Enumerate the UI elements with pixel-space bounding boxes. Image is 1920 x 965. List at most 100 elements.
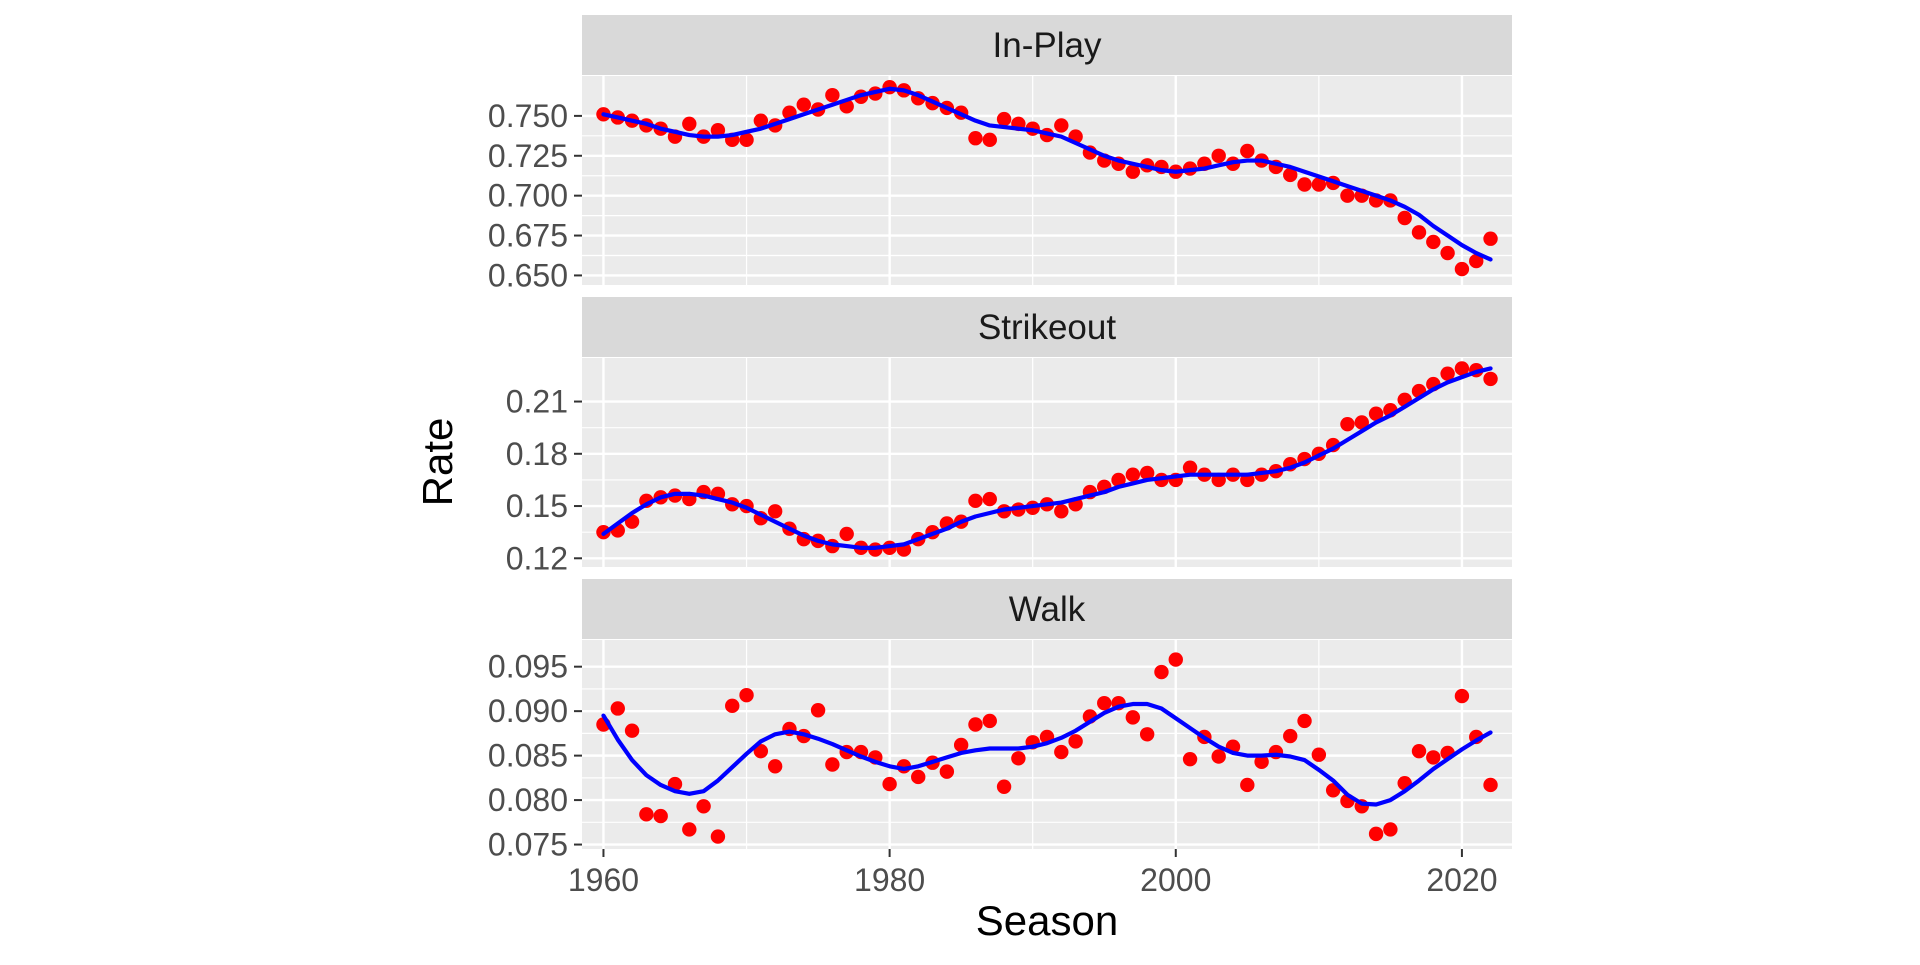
y-axis-title: Rate (414, 418, 461, 507)
smooth-line-strikeout (601, 366, 1493, 550)
data-point-walk (1454, 688, 1470, 704)
data-point-strikeout (1368, 406, 1384, 421)
data-point-walk (825, 757, 840, 772)
y-tick-label: 0.18 (506, 436, 568, 472)
data-point-walk (710, 829, 726, 844)
data-point-walk (1097, 695, 1112, 711)
panel-background-in-play (582, 76, 1512, 285)
data-point-walk (939, 764, 955, 779)
y-tick-label: 0.21 (506, 384, 568, 420)
data-point-walk (1426, 750, 1441, 765)
data-point-walk (725, 698, 740, 714)
data-point-in-play (1240, 143, 1255, 159)
data-point-walk (1311, 747, 1327, 762)
data-point-walk (753, 743, 769, 759)
smooth-line-walk (601, 701, 1493, 807)
data-point-in-play (1397, 210, 1412, 226)
data-point-walk (968, 717, 983, 732)
y-tick-label: 0.725 (488, 138, 568, 174)
data-point-walk (1139, 727, 1155, 742)
data-point-in-play (1054, 118, 1069, 133)
data-point-walk (996, 779, 1012, 794)
data-point-strikeout (1354, 415, 1369, 430)
facet-label-in-play: In-Play (993, 26, 1102, 65)
data-point-strikeout (839, 526, 854, 542)
data-point-strikeout (1440, 366, 1455, 381)
facet-label-walk: Walk (1009, 590, 1086, 629)
data-point-in-play (1211, 148, 1226, 163)
data-point-in-play (996, 111, 1012, 127)
data-point-in-play (1483, 231, 1498, 246)
data-point-in-play (710, 123, 726, 138)
data-point-in-play (1454, 261, 1470, 277)
y-tick-label: 0.085 (488, 738, 568, 774)
data-point-walk (1068, 734, 1083, 749)
data-point-in-play (753, 113, 769, 128)
data-point-walk (1368, 826, 1384, 842)
x-tick-label: 2000 (1140, 862, 1211, 898)
y-tick-label: 0.12 (506, 540, 568, 576)
y-tick-label: 0.700 (488, 178, 568, 214)
data-point-in-play (1297, 177, 1312, 192)
x-tick-label: 2020 (1426, 862, 1497, 898)
data-point-walk (1411, 743, 1427, 759)
data-point-strikeout (982, 491, 997, 507)
panel-background-strikeout (582, 358, 1512, 567)
x-axis-title: Season (976, 897, 1118, 944)
data-point-in-play (1426, 234, 1441, 250)
data-point-in-play (968, 131, 983, 146)
data-point-walk (810, 703, 826, 718)
x-tick-label: 1980 (854, 862, 925, 898)
facet-strip-in-play (582, 15, 1512, 75)
data-point-walk (1383, 822, 1398, 837)
data-point-walk (653, 808, 668, 824)
y-tick-label: 0.075 (488, 827, 568, 863)
data-point-walk (1254, 754, 1269, 770)
data-point-walk (739, 687, 754, 703)
data-point-strikeout (1111, 472, 1126, 488)
data-point-walk (696, 799, 711, 814)
data-point-in-play (1411, 225, 1427, 240)
data-point-in-play (1283, 167, 1298, 183)
data-point-walk (1283, 728, 1298, 744)
data-point-walk (610, 701, 625, 716)
data-point-walk (1182, 751, 1198, 767)
data-point-in-play (739, 132, 754, 148)
data-point-walk (1054, 744, 1069, 760)
data-point-walk (682, 822, 697, 837)
data-point-walk (882, 776, 897, 792)
data-point-in-play (1440, 245, 1455, 261)
data-point-walk (624, 723, 640, 738)
data-point-walk (1011, 751, 1026, 766)
facet-strip-walk (582, 579, 1512, 639)
data-point-in-play (1311, 177, 1327, 192)
data-point-walk (911, 769, 926, 785)
smooth-line-in-play (601, 86, 1493, 262)
data-point-in-play (682, 116, 697, 132)
data-point-strikeout (1054, 504, 1069, 519)
data-point-strikeout (1340, 416, 1355, 432)
data-point-strikeout (968, 493, 983, 509)
data-point-walk (639, 807, 654, 822)
data-point-in-play (982, 132, 997, 148)
y-tick-label: 0.675 (488, 218, 568, 254)
data-point-in-play (796, 97, 811, 112)
facet-label-strikeout: Strikeout (978, 308, 1116, 347)
y-tick-label: 0.650 (488, 257, 568, 293)
data-point-walk (1240, 777, 1255, 793)
data-point-strikeout (767, 504, 783, 519)
data-point-walk (953, 737, 969, 753)
data-point-walk (1483, 777, 1498, 793)
data-point-strikeout (1454, 361, 1470, 376)
data-point-in-play (1469, 253, 1484, 269)
y-tick-label: 0.080 (488, 782, 568, 818)
y-tick-label: 0.095 (488, 649, 568, 685)
y-tick-label: 0.15 (506, 488, 568, 524)
data-point-walk (1168, 652, 1183, 667)
data-point-strikeout (1182, 460, 1198, 475)
data-point-walk (1154, 664, 1169, 680)
data-point-strikeout (1125, 467, 1141, 482)
data-point-walk (1211, 749, 1226, 764)
